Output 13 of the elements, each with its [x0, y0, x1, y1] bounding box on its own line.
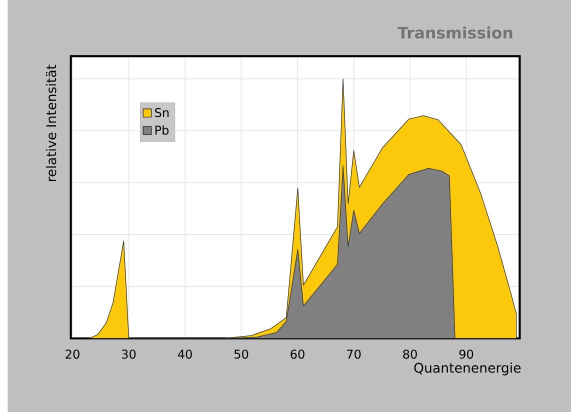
- x-tick-label: 30: [122, 349, 136, 359]
- x-tick-label: 70: [347, 349, 361, 359]
- x-tick-label: 60: [290, 349, 304, 359]
- x-tick-label: 90: [459, 349, 474, 359]
- x-tick-label: 20: [66, 349, 80, 359]
- legend-label: Pb: [155, 125, 169, 135]
- y-axis-title: relative Intensität: [46, 64, 56, 181]
- x-axis-title: Quantenenergie: [414, 362, 521, 376]
- legend-label: Sn: [155, 108, 169, 117]
- x-tick-label: 50: [234, 349, 248, 359]
- chart-title: Transmission: [398, 26, 512, 38]
- x-tick-label: 40: [178, 349, 192, 359]
- x-tick-label: 80: [403, 349, 417, 359]
